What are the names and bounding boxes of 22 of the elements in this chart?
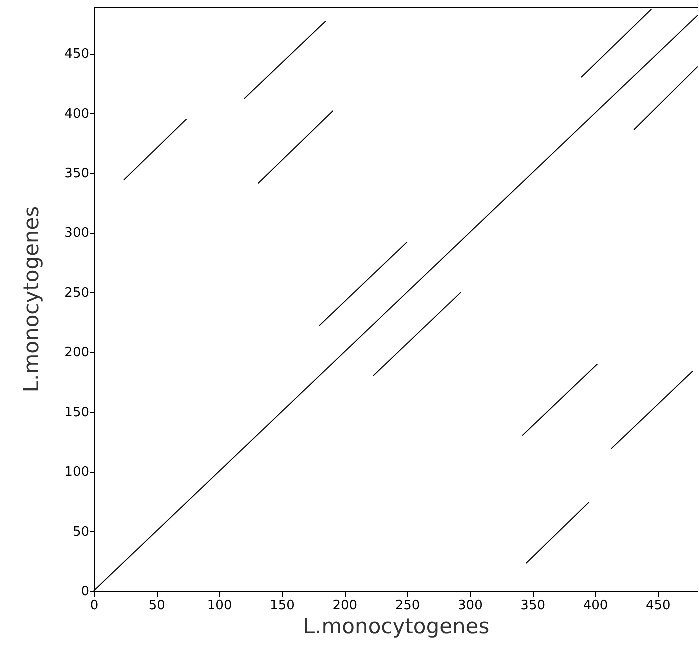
x-tick-label: 50: [148, 598, 166, 614]
x-tick-label: 0: [90, 598, 99, 614]
y-tick-label: 150: [64, 405, 90, 420]
y-tick-label: 0: [81, 584, 90, 600]
y-tick-label: 200: [64, 346, 90, 361]
x-tick-label: 400: [583, 598, 608, 614]
x-tick-label: 350: [520, 598, 546, 614]
y-tick-label: 350: [64, 166, 90, 182]
y-tick-label: 50: [72, 524, 90, 540]
y-tick-label: 300: [64, 226, 90, 242]
y-tick-label: 100: [64, 465, 90, 480]
x-tick-label: 100: [207, 598, 232, 614]
y-tick-label: 250: [64, 286, 90, 301]
y-tick-label: 400: [64, 106, 90, 122]
x-tick-label: 150: [270, 598, 295, 614]
y-tick-label: 450: [64, 47, 90, 62]
x-tick-label: 200: [332, 598, 358, 614]
x-tick-label: 300: [458, 598, 483, 614]
x-tick-label: 250: [395, 598, 420, 614]
y-axis-title: L.monocytogenes: [20, 206, 44, 393]
x-axis-title: L.monocytogenes: [303, 614, 490, 638]
x-tick-label: 450: [646, 598, 671, 614]
